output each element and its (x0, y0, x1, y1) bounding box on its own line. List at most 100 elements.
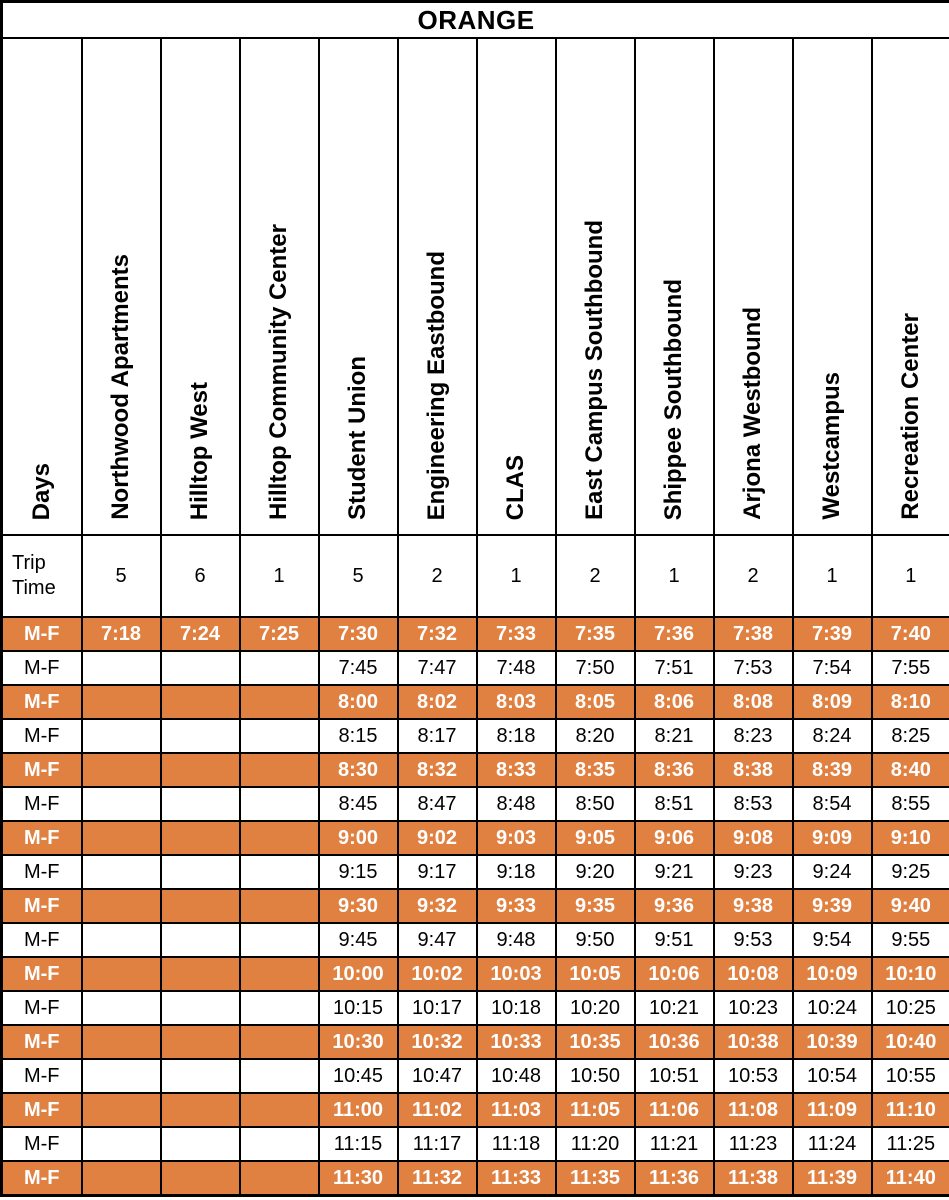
column-header-label: Northwood Apartments (107, 254, 135, 520)
time-cell: 11:32 (396, 1160, 478, 1197)
column-header-shippee-southbound: Shippee Southbound (633, 37, 715, 536)
time-cell: 10:15 (317, 990, 399, 1026)
trip-time-label: Trip Time (0, 534, 83, 618)
time-cell: 8:39 (791, 752, 873, 788)
time-cell: 8:05 (554, 684, 636, 720)
time-cell (80, 854, 162, 890)
time-cell: 11:10 (870, 1092, 949, 1128)
trip-time-value: 2 (712, 534, 794, 618)
time-cell (159, 752, 241, 788)
time-cell (238, 786, 320, 822)
time-cell: 7:40 (870, 616, 949, 652)
trip-time-value: 1 (791, 534, 873, 618)
time-cell: 7:32 (396, 616, 478, 652)
column-header-westcampus: Westcampus (791, 37, 873, 536)
time-cell (238, 1126, 320, 1162)
time-cell: 8:20 (554, 718, 636, 754)
time-cell: 10:21 (633, 990, 715, 1026)
time-cell: 9:39 (791, 888, 873, 924)
time-cell: 8:40 (870, 752, 949, 788)
time-cell: 9:20 (554, 854, 636, 890)
days-cell: M-F (0, 786, 83, 822)
time-cell: 9:25 (870, 854, 949, 890)
time-cell: 9:05 (554, 820, 636, 856)
time-cell: 9:18 (475, 854, 557, 890)
time-cell: 8:06 (633, 684, 715, 720)
time-cell: 8:23 (712, 718, 794, 754)
column-header-label: Days (28, 462, 56, 520)
time-cell: 10:53 (712, 1058, 794, 1094)
time-cell: 10:38 (712, 1024, 794, 1060)
time-cell: 8:54 (791, 786, 873, 822)
time-cell: 10:18 (475, 990, 557, 1026)
time-cell: 11:02 (396, 1092, 478, 1128)
time-cell: 7:47 (396, 650, 478, 686)
time-cell: 10:32 (396, 1024, 478, 1060)
time-cell (80, 1092, 162, 1128)
column-header-label: Arjona Westbound (739, 307, 767, 520)
time-cell: 9:45 (317, 922, 399, 958)
days-cell: M-F (0, 650, 83, 686)
time-cell: 8:47 (396, 786, 478, 822)
time-cell: 10:35 (554, 1024, 636, 1060)
time-cell: 11:08 (712, 1092, 794, 1128)
time-cell: 8:45 (317, 786, 399, 822)
schedule-row: M-F 9:45 9:47 9:48 9:50 9:51 9:53 9:54 9:55 (0, 922, 949, 958)
time-cell (159, 1092, 241, 1128)
schedule-row: M-F 8:00 8:02 8:03 8:05 8:06 8:08 8:09 8:10 (0, 684, 949, 720)
time-cell (159, 956, 241, 992)
schedule-row: M-F 11:15 11:17 11:18 11:20 11:21 11:23 11:24 11… (0, 1126, 949, 1162)
schedule-row: M-F 10:30 10:32 10:33 10:35 10:36 10:38 10:39 10… (0, 1024, 949, 1060)
time-cell (238, 820, 320, 856)
column-header-recreation-center: Recreation Center (870, 37, 949, 536)
time-cell (238, 922, 320, 958)
time-cell: 10:36 (633, 1024, 715, 1060)
column-header-east-campus-southbound: East Campus Southbound (554, 37, 636, 536)
days-cell: M-F (0, 888, 83, 924)
schedule-row: M-F 9:15 9:17 9:18 9:20 9:21 9:23 9:24 9:25 (0, 854, 949, 890)
trip-time-value: 1 (870, 534, 949, 618)
schedule-row: M-F 9:30 9:32 9:33 9:35 9:36 9:38 9:39 9:40 (0, 888, 949, 924)
time-cell: 11:06 (633, 1092, 715, 1128)
time-cell: 11:36 (633, 1160, 715, 1197)
column-header-hilltop-community-center: Hilltop Community Center (238, 37, 320, 536)
time-cell: 11:24 (791, 1126, 873, 1162)
time-cell (238, 1160, 320, 1197)
route-title: ORANGE (0, 0, 949, 39)
time-cell: 7:30 (317, 616, 399, 652)
time-cell: 10:23 (712, 990, 794, 1026)
time-cell: 11:35 (554, 1160, 636, 1197)
column-header-label: Recreation Center (897, 313, 925, 520)
time-cell: 10:51 (633, 1058, 715, 1094)
time-cell (159, 922, 241, 958)
column-header-label: East Campus Southbound (581, 220, 609, 520)
time-cell: 11:23 (712, 1126, 794, 1162)
days-cell: M-F (0, 990, 83, 1026)
time-cell: 7:55 (870, 650, 949, 686)
time-cell: 10:40 (870, 1024, 949, 1060)
time-cell (238, 650, 320, 686)
time-cell (159, 786, 241, 822)
time-cell: 9:40 (870, 888, 949, 924)
time-cell: 8:08 (712, 684, 794, 720)
time-cell: 9:54 (791, 922, 873, 958)
schedule-row: M-F 10:15 10:17 10:18 10:20 10:21 10:23 10:24 10… (0, 990, 949, 1026)
column-header-label: Hilltop West (186, 381, 214, 520)
time-cell: 8:50 (554, 786, 636, 822)
time-cell: 8:32 (396, 752, 478, 788)
time-cell: 7:50 (554, 650, 636, 686)
time-cell: 11:30 (317, 1160, 399, 1197)
time-cell (80, 922, 162, 958)
time-cell (80, 1058, 162, 1094)
time-cell: 7:51 (633, 650, 715, 686)
time-cell: 10:09 (791, 956, 873, 992)
days-cell: M-F (0, 1058, 83, 1094)
time-cell: 10:06 (633, 956, 715, 992)
time-cell: 8:51 (633, 786, 715, 822)
time-cell (80, 1126, 162, 1162)
column-header-days: Days (0, 37, 83, 536)
time-cell: 8:02 (396, 684, 478, 720)
time-cell: 7:36 (633, 616, 715, 652)
column-header-northwood-apartments: Northwood Apartments (80, 37, 162, 536)
time-cell: 9:36 (633, 888, 715, 924)
